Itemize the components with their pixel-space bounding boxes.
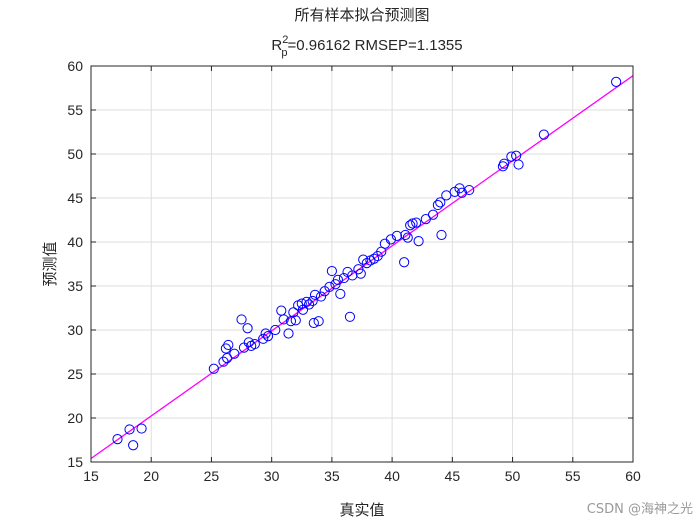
axis-ticks: 15 20 25 30 35 40 45 50 55 60 15 20 25 30 35 40 45 50 55 60 xyxy=(67,58,641,484)
data-point xyxy=(208,363,219,374)
data-point xyxy=(432,199,443,211)
r-squared-superscript: 2 xyxy=(282,34,288,46)
data-point xyxy=(229,348,240,359)
data-point xyxy=(436,229,447,241)
data-point xyxy=(258,333,269,344)
x-tick-label: 30 xyxy=(264,468,280,484)
data-point xyxy=(324,281,335,292)
data-point xyxy=(420,214,431,225)
data-point xyxy=(407,218,418,229)
y-tick-label: 45 xyxy=(67,190,83,206)
data-point xyxy=(497,161,509,172)
data-point xyxy=(128,440,139,451)
data-point xyxy=(464,184,475,196)
data-point xyxy=(399,257,410,268)
data-point xyxy=(308,317,319,329)
x-tick-label: 15 xyxy=(83,468,99,484)
data-point xyxy=(290,315,301,326)
x-tick-label: 60 xyxy=(625,468,641,484)
data-point xyxy=(427,209,439,220)
data-point xyxy=(456,187,468,198)
data-point xyxy=(307,295,318,307)
r-squared-subscript: p xyxy=(281,47,287,59)
watermark: CSDN @海神之光 xyxy=(587,502,693,517)
data-point xyxy=(411,217,422,228)
data-point xyxy=(112,434,123,445)
data-point xyxy=(506,151,517,162)
data-point xyxy=(405,220,416,231)
y-tick-label: 60 xyxy=(67,58,83,74)
y-tick-label: 25 xyxy=(67,366,83,382)
data-point xyxy=(303,299,315,310)
data-point xyxy=(124,424,135,435)
data-point xyxy=(368,253,380,264)
data-point xyxy=(283,328,294,339)
x-tick-label: 40 xyxy=(384,468,400,484)
axes-frame xyxy=(90,65,634,463)
y-tick-label: 20 xyxy=(67,410,83,426)
data-point xyxy=(136,423,147,434)
data-point xyxy=(288,307,299,318)
data-point xyxy=(400,229,411,241)
metrics-text: =0.96162 RMSEP=1.1355 xyxy=(287,37,462,54)
data-point xyxy=(223,339,234,351)
data-point xyxy=(236,314,247,325)
data-point xyxy=(309,289,321,300)
data-point xyxy=(391,230,403,241)
data-point xyxy=(315,291,327,302)
data-point xyxy=(313,316,324,327)
x-tick-label: 45 xyxy=(445,468,461,484)
data-point xyxy=(243,337,254,348)
x-axis-label: 真实值 xyxy=(339,501,384,519)
x-tick-label: 50 xyxy=(505,468,521,484)
data-point xyxy=(242,323,253,334)
data-point xyxy=(358,254,369,265)
data-point xyxy=(278,314,289,325)
y-tick-label: 15 xyxy=(67,454,83,470)
data-point xyxy=(332,274,344,285)
data-point xyxy=(249,338,260,350)
data-point xyxy=(402,232,413,243)
data-point xyxy=(538,129,549,140)
y-tick-label: 35 xyxy=(67,278,83,294)
data-point xyxy=(513,159,524,170)
data-point xyxy=(301,296,312,307)
grid-lines xyxy=(90,65,634,463)
x-tick-label: 25 xyxy=(204,468,220,484)
data-point xyxy=(441,190,452,201)
y-tick-label: 40 xyxy=(67,234,83,250)
y-tick-label: 50 xyxy=(67,146,83,162)
chart-title-top: 所有样本拟合预测图 xyxy=(294,6,429,24)
y-tick-label: 55 xyxy=(67,102,83,118)
data-point xyxy=(344,311,356,322)
data-point xyxy=(222,353,233,364)
y-axis-label: 预测值 xyxy=(41,241,59,286)
data-point xyxy=(326,265,337,277)
data-point xyxy=(361,258,372,269)
data-point xyxy=(413,236,424,247)
data-point xyxy=(218,356,229,367)
data-point xyxy=(347,270,358,281)
data-point xyxy=(355,268,366,279)
data-point xyxy=(335,288,346,300)
x-tick-label: 35 xyxy=(324,468,340,484)
r-squared-base: R xyxy=(271,37,282,54)
data-point xyxy=(260,328,271,339)
x-tick-label: 55 xyxy=(565,468,581,484)
y-tick-label: 30 xyxy=(67,322,83,338)
data-point xyxy=(499,158,510,169)
data-point xyxy=(296,298,307,309)
data-point xyxy=(435,197,446,208)
chart-title-metrics: R2 p=0.96162 RMSEP=1.1355 xyxy=(271,34,462,59)
data-point xyxy=(611,76,622,87)
data-points xyxy=(112,76,622,451)
data-point xyxy=(270,324,281,336)
data-point xyxy=(385,234,397,245)
data-point xyxy=(262,331,274,342)
x-tick-label: 20 xyxy=(143,468,159,484)
data-point xyxy=(220,343,231,354)
